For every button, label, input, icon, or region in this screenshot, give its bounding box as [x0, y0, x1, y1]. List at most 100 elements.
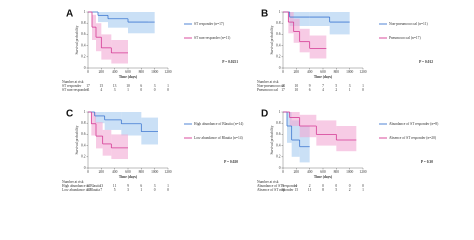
- risk-count: 2: [335, 88, 337, 92]
- p-value: P = 0.0251: [222, 60, 238, 64]
- risk-count: 6: [309, 88, 311, 92]
- x-tick-label: 400: [112, 70, 118, 74]
- risk-table-title: Number at risk: [62, 80, 84, 84]
- y-tick-label: 0.6: [276, 32, 281, 36]
- risk-count: 0: [322, 184, 324, 188]
- page: {"chart_data":[ {"type":"km","panel":"A"…: [62, 8, 440, 192]
- risk-table-title: Number at risk: [62, 180, 84, 184]
- y-tick-label: 0.4: [81, 43, 86, 47]
- risk-count: 20: [281, 188, 285, 192]
- y-tick-label: 0.2: [81, 155, 86, 159]
- y-tick-label: 0: [279, 166, 281, 170]
- risk-count: 0: [154, 88, 156, 92]
- risk-row-name: Non-pneumococcal: [257, 84, 285, 88]
- x-tick-label: 800: [139, 170, 145, 174]
- risk-count: 3: [127, 188, 129, 192]
- risk-count: 13: [100, 184, 104, 188]
- legend-label: ST non-responder (n=11): [194, 36, 231, 40]
- risk-count: 1: [362, 84, 364, 88]
- risk-count: 1: [362, 188, 364, 192]
- risk-count: 8: [282, 184, 284, 188]
- x-tick-label: 400: [112, 170, 118, 174]
- legend-label: ST responder (n=17): [194, 22, 225, 26]
- confidence-band: [316, 120, 337, 146]
- confidence-band: [101, 34, 112, 60]
- x-axis-label: Time (days): [314, 75, 333, 79]
- panel-letter: D: [261, 109, 268, 120]
- confidence-band: [289, 112, 300, 126]
- confidence-band: [128, 12, 148, 34]
- confidence-band: [309, 12, 330, 26]
- confidence-band: [94, 112, 105, 124]
- risk-count: 0: [167, 88, 169, 92]
- x-tick-label: 1200: [359, 70, 366, 74]
- y-axis-label: Survival probability: [75, 25, 79, 54]
- x-tick-label: 600: [320, 170, 326, 174]
- x-tick-label: 400: [307, 70, 313, 74]
- risk-count: 4: [322, 88, 324, 92]
- risk-count: 14: [86, 188, 90, 192]
- p-value: P = 0.012: [419, 60, 433, 64]
- risk-count: 1: [349, 88, 351, 92]
- confidence-band: [299, 28, 310, 53]
- risk-count: 0: [362, 88, 364, 92]
- confidence-band: [111, 134, 128, 160]
- risk-count: 2: [309, 184, 311, 188]
- risk-count: 2: [349, 188, 351, 192]
- risk-count: 6: [140, 184, 142, 188]
- risk-count: 0: [167, 188, 169, 192]
- y-tick-label: 0.2: [276, 55, 281, 59]
- risk-count: 0: [349, 184, 351, 188]
- y-tick-label: 0.6: [81, 32, 86, 36]
- confidence-band: [104, 112, 122, 130]
- y-tick-label: 0.2: [276, 155, 281, 159]
- risk-count: 7: [100, 188, 102, 192]
- x-tick-label: 1200: [164, 70, 171, 74]
- y-axis-label: Survival probability: [270, 125, 274, 154]
- confidence-band: [148, 12, 155, 34]
- risk-count: 5: [114, 188, 116, 192]
- risk-count: 4: [100, 88, 102, 92]
- x-axis-label: Time (days): [314, 175, 333, 179]
- legend-label: Non-pneumococcal (n=11): [389, 22, 429, 26]
- risk-count: 0: [154, 188, 156, 192]
- panel-letter: C: [66, 109, 73, 120]
- risk-count: 3: [154, 84, 156, 88]
- confidence-band: [102, 129, 112, 156]
- x-tick-label: 1200: [359, 170, 366, 174]
- risk-table-title: Number at risk: [257, 180, 279, 184]
- p-value: P = 0.020: [224, 160, 238, 164]
- risk-count: 11: [308, 188, 312, 192]
- confidence-band: [291, 120, 300, 157]
- panel-letter: B: [261, 9, 268, 20]
- risk-count: 14: [86, 184, 90, 188]
- risk-count: 9: [127, 184, 129, 188]
- risk-count: 10: [295, 88, 299, 92]
- confidence-band: [287, 112, 292, 143]
- risk-count: 15: [295, 188, 299, 192]
- y-tick-label: 1: [279, 110, 281, 114]
- risk-count: 3: [114, 88, 116, 92]
- legend-label: Pneumococcal (n=17): [389, 36, 421, 40]
- y-axis-label: Survival probability: [75, 125, 79, 154]
- x-tick-label: 600: [125, 70, 131, 74]
- y-tick-label: 0.8: [81, 121, 86, 125]
- y-tick-label: 0: [84, 66, 86, 70]
- x-tick-label: 600: [320, 70, 326, 74]
- risk-count: 10: [126, 84, 130, 88]
- x-tick-label: 1200: [164, 170, 171, 174]
- x-tick-label: 0: [282, 70, 284, 74]
- x-tick-label: 1000: [151, 170, 158, 174]
- risk-count: 0: [140, 88, 142, 92]
- risk-row-name: Low abundance of Blautia: [62, 188, 100, 192]
- confidence-band: [141, 117, 158, 145]
- y-tick-label: 0.4: [81, 143, 86, 147]
- x-tick-label: 1000: [151, 70, 158, 74]
- y-tick-label: 0.4: [276, 43, 281, 47]
- confidence-band: [111, 40, 128, 64]
- figure: A Survival probability Time (days) 0 0.2 0.4 0…: [62, 9, 439, 192]
- y-tick-label: 0: [84, 166, 86, 170]
- x-tick-label: 600: [125, 170, 131, 174]
- risk-count: 1: [140, 188, 142, 192]
- confidence-band: [288, 12, 294, 34]
